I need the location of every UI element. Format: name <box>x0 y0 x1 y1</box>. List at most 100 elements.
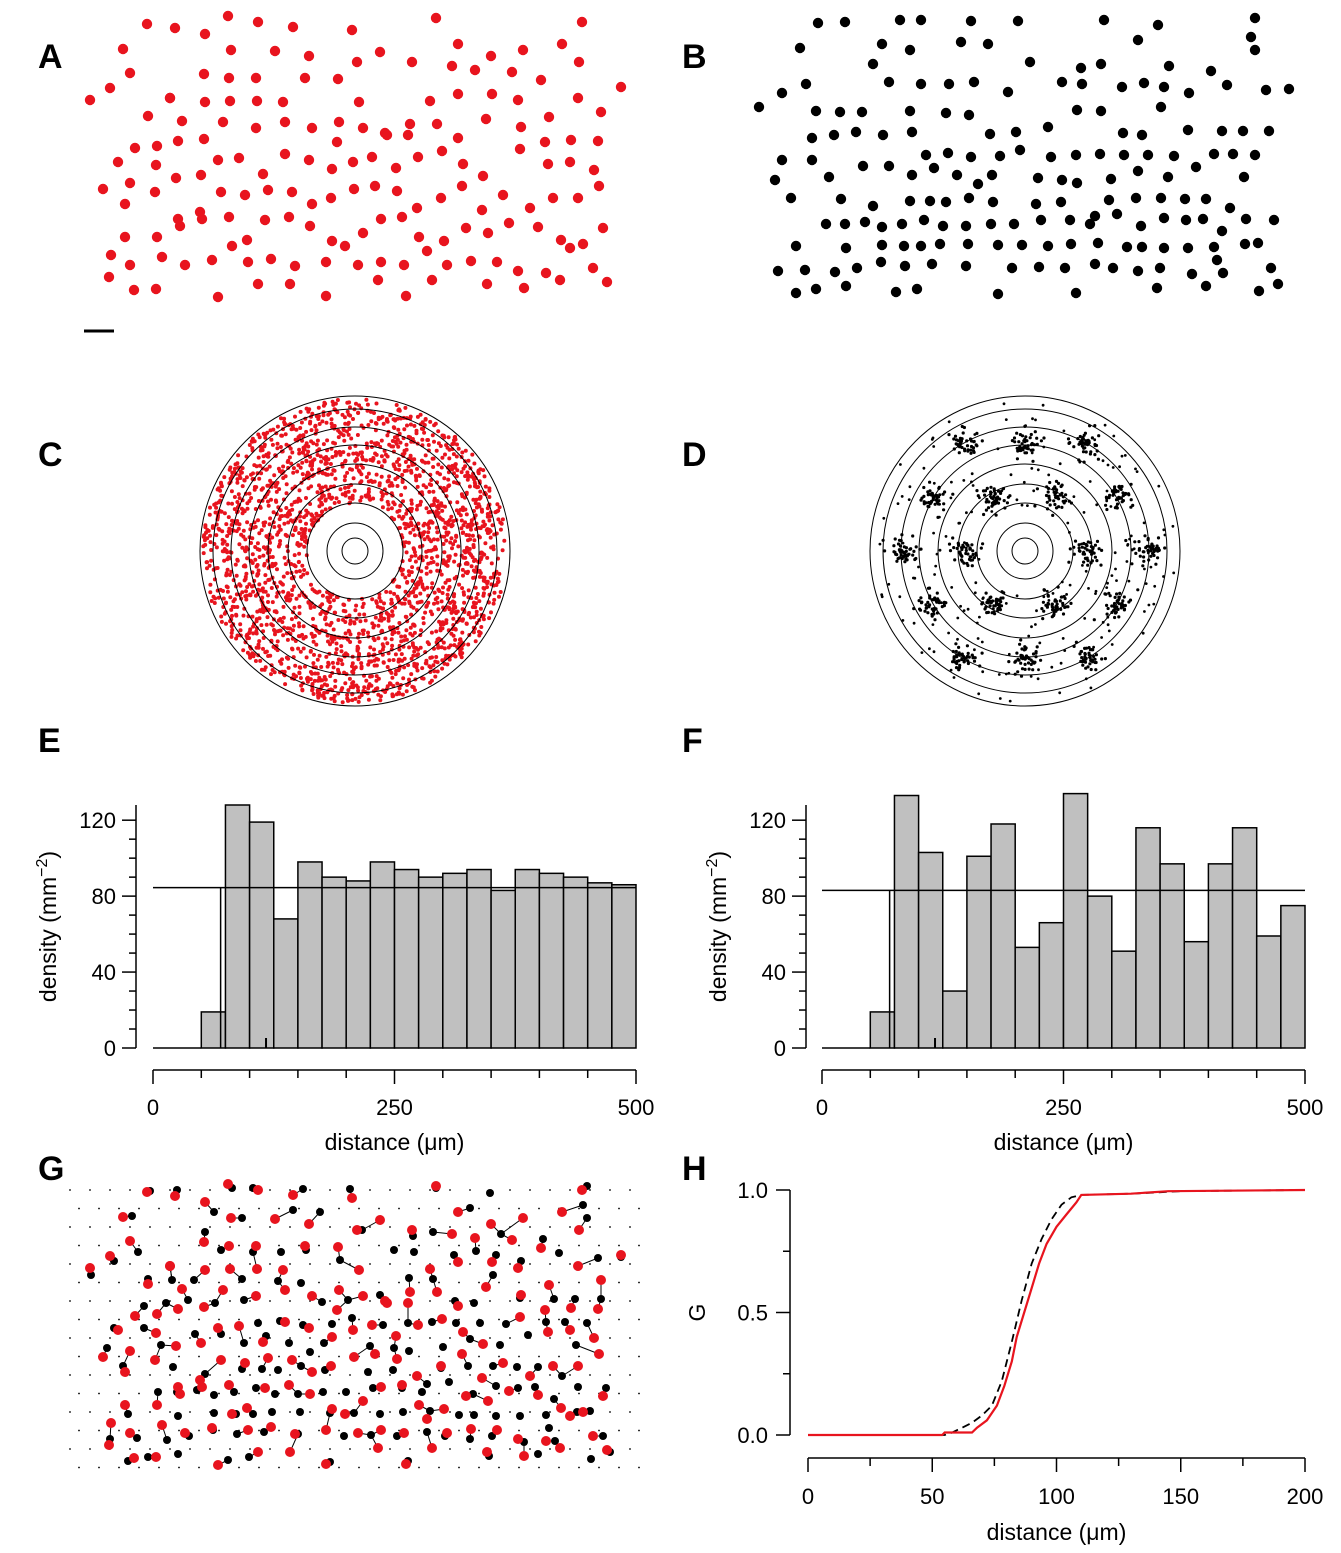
red-point <box>225 589 230 594</box>
grid-dot <box>78 1429 80 1432</box>
red-point <box>346 628 351 633</box>
black-point <box>1013 660 1017 664</box>
black-point <box>1078 652 1082 656</box>
x-tick-label: 50 <box>920 1484 944 1509</box>
red-point <box>266 483 271 488</box>
black-cell <box>1071 104 1083 116</box>
red-point <box>381 660 386 665</box>
red-point <box>305 675 310 680</box>
red-point <box>225 550 230 555</box>
red-point <box>407 601 412 606</box>
red-point <box>403 460 408 464</box>
red-point <box>374 401 379 406</box>
red-point <box>269 672 273 677</box>
black-cell <box>240 1339 248 1347</box>
red-point <box>474 601 478 606</box>
black-point <box>1172 571 1176 575</box>
red-point <box>402 448 407 453</box>
red-point <box>297 569 302 574</box>
red-point <box>301 646 306 651</box>
red-point <box>314 414 319 419</box>
red-point <box>298 465 303 470</box>
red-point <box>216 595 221 600</box>
red-point <box>442 534 447 539</box>
red-point <box>220 537 225 542</box>
histogram-bar <box>490 889 517 1049</box>
red-point <box>328 462 333 466</box>
grid-dot <box>198 1318 200 1321</box>
black-point <box>1050 603 1054 607</box>
red-point <box>421 427 426 432</box>
red-point <box>348 618 353 623</box>
red-point <box>478 489 483 494</box>
black-cell <box>928 162 940 174</box>
grid-dot <box>378 1318 380 1321</box>
black-point <box>1024 646 1028 650</box>
grid-dot <box>258 1466 260 1469</box>
black-cell <box>1224 202 1236 214</box>
red-point <box>452 603 456 608</box>
red-cell <box>289 260 301 272</box>
black-point <box>1039 658 1043 662</box>
red-point <box>420 492 425 497</box>
red-point <box>324 420 329 425</box>
grid-dot <box>398 1318 400 1321</box>
grid-dot <box>289 1226 291 1228</box>
black-point <box>1073 539 1078 543</box>
grid-dot <box>638 1466 640 1469</box>
red-point <box>225 542 230 547</box>
grid-dot <box>438 1466 440 1469</box>
black-point <box>947 542 952 546</box>
red-point <box>257 582 262 587</box>
black-cell <box>1042 121 1054 133</box>
grid-dot <box>398 1392 400 1395</box>
black-point <box>914 545 918 549</box>
red-point <box>478 606 483 611</box>
black-cell <box>426 1407 434 1415</box>
black-point <box>1136 588 1140 592</box>
black-point <box>938 493 942 497</box>
red-cell <box>461 1391 471 1401</box>
black-cell <box>561 1318 569 1326</box>
grid-dot <box>318 1355 320 1358</box>
red-point <box>408 422 413 427</box>
red-point <box>388 590 393 595</box>
histogram-bar <box>297 861 323 1049</box>
red-point <box>310 411 315 416</box>
black-cell <box>904 105 916 117</box>
x-tick-label: 100 <box>1038 1484 1075 1509</box>
red-point <box>205 566 209 571</box>
red-point <box>447 585 452 589</box>
red-point <box>260 586 265 591</box>
black-point <box>1078 460 1082 464</box>
red-point <box>229 624 234 629</box>
histogram-bar <box>1086 895 1113 1049</box>
black-point <box>951 660 955 664</box>
black-point <box>1061 612 1066 616</box>
red-point <box>222 558 227 563</box>
red-cell <box>431 1181 441 1191</box>
black-cell <box>915 240 927 252</box>
grid-dot <box>109 1411 111 1413</box>
red-point <box>440 517 445 522</box>
red-point <box>335 661 340 666</box>
red-point <box>314 511 319 516</box>
black-point <box>1082 511 1086 514</box>
red-point <box>443 520 448 525</box>
red-point <box>351 680 356 685</box>
black-cell <box>240 1296 248 1304</box>
grid-dot <box>98 1429 100 1432</box>
red-point <box>235 500 240 504</box>
grid-dot <box>158 1318 160 1321</box>
grid-dot <box>69 1263 71 1265</box>
black-cell <box>410 1248 418 1256</box>
red-point <box>359 495 364 500</box>
red-point <box>317 504 322 509</box>
red-cell <box>402 129 414 141</box>
red-point <box>439 645 444 650</box>
red-cell <box>265 253 277 265</box>
red-point <box>297 551 302 556</box>
red-point <box>468 537 473 542</box>
red-point <box>256 455 261 460</box>
black-cell <box>369 1384 377 1392</box>
